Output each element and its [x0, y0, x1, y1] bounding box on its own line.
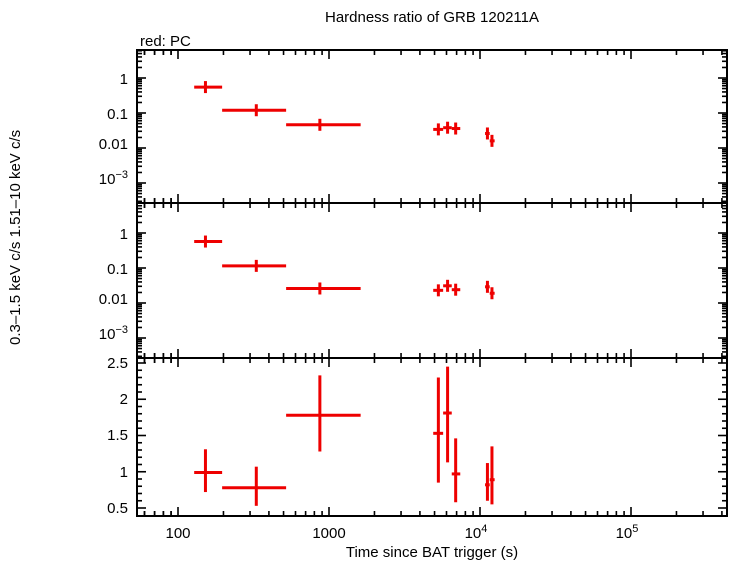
ytick-2: 2 [120, 391, 128, 408]
data-point [489, 287, 495, 300]
xtick-1000: 1000 [312, 525, 345, 542]
data-point [194, 81, 223, 94]
data-point [194, 235, 223, 248]
legend-label: red: PC [140, 33, 191, 50]
xtick-1e4: 104 [465, 523, 488, 542]
xtick-labels: 100 1000 104 105 [165, 523, 638, 542]
ytick-labels-hard: 1 0.1 0.01 10−3 [99, 71, 128, 188]
ytick-1-soft: 1 [120, 226, 128, 243]
data-point [443, 121, 452, 134]
data-point [433, 284, 444, 297]
data-point [451, 283, 461, 296]
ytick-0.1-soft: 0.1 [107, 261, 128, 278]
ytick-2.5: 2.5 [107, 355, 128, 372]
data-point [286, 282, 361, 295]
data-point [451, 438, 461, 503]
data-point [451, 122, 461, 135]
xtick-1e5: 105 [616, 523, 639, 542]
data-series-hard-band [194, 81, 495, 147]
ytick-0.01-hard: 0.01 [99, 136, 128, 153]
ytick-0.5: 0.5 [107, 500, 128, 517]
ytick-1e-3-soft: 10−3 [99, 324, 128, 343]
data-point [286, 375, 361, 452]
data-series-soft-band [194, 235, 495, 300]
data-point [222, 104, 287, 117]
ytick-0.01-soft: 0.01 [99, 291, 128, 308]
ytick-0.1-hard: 0.1 [107, 106, 128, 123]
ytick-1-hard: 1 [120, 71, 128, 88]
ytick-labels-ratio: 2.5 2 1.5 1 0.5 [107, 355, 128, 517]
data-point [222, 466, 287, 506]
ytick-labels-soft: 1 0.1 0.01 10−3 [99, 226, 128, 343]
data-point [485, 463, 490, 501]
xtick-100: 100 [165, 525, 190, 542]
axis-ticks [137, 49, 727, 516]
ytick-1e-3-hard: 10−3 [99, 169, 128, 188]
panel-frame-ratio [136, 357, 728, 517]
ytick-1.5: 1.5 [107, 427, 128, 444]
ytick-1: 1 [120, 464, 128, 481]
data-point [489, 446, 495, 505]
data-point [433, 377, 444, 483]
data-point [443, 279, 452, 292]
data-point [489, 134, 495, 147]
page-title: Hardness ratio of GRB 120211A [325, 9, 539, 26]
data-point [286, 118, 361, 131]
data-series-ratio [194, 366, 495, 506]
x-axis-label: Time since BAT trigger (s) [346, 544, 518, 561]
data-point [194, 449, 223, 493]
data-point [433, 123, 444, 136]
y-axis-label: 0.3–1.5 keV c/s 1.51–10 keV c/s [7, 130, 24, 345]
data-point [222, 259, 287, 272]
data-point [443, 366, 452, 463]
data-point [485, 280, 490, 293]
data-point [485, 127, 490, 140]
